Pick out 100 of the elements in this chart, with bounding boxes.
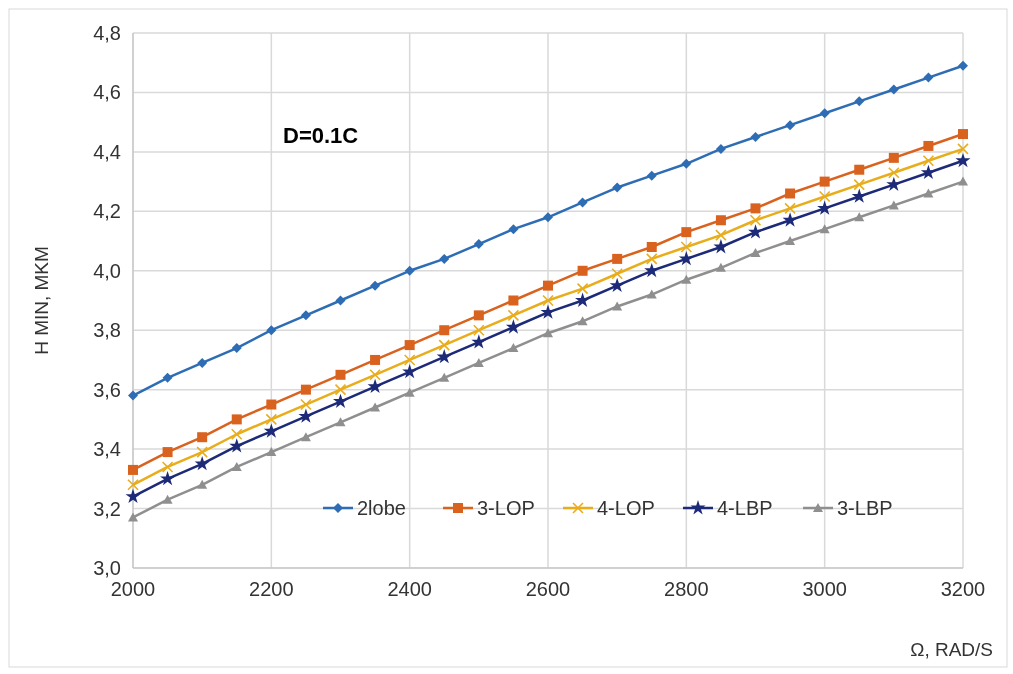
- point: [507, 309, 520, 322]
- point: [404, 340, 415, 351]
- point: [403, 354, 416, 366]
- point: [888, 84, 899, 95]
- point: [162, 494, 173, 504]
- point: [471, 334, 487, 349]
- point: [577, 265, 588, 276]
- point: [300, 432, 311, 442]
- point: [646, 242, 657, 252]
- point: [543, 212, 553, 223]
- point: [508, 343, 519, 353]
- point: [923, 188, 934, 198]
- point: [577, 197, 588, 208]
- point: [785, 236, 796, 246]
- point: [369, 369, 381, 381]
- point: [266, 325, 277, 336]
- point: [197, 432, 208, 443]
- point: [819, 108, 830, 119]
- point: [715, 143, 726, 154]
- point: [577, 316, 588, 326]
- legend-label: 4-LOP: [597, 497, 655, 519]
- y-tick-label: 4,8: [93, 22, 121, 44]
- point: [335, 369, 346, 380]
- point: [888, 166, 900, 179]
- point: [300, 398, 312, 411]
- x-axis-title: Ω, RAD/S: [910, 639, 993, 660]
- y-axis-title: H MIN, MKM: [31, 246, 52, 355]
- point: [196, 446, 208, 458]
- point: [505, 319, 521, 334]
- point: [334, 383, 347, 396]
- point: [508, 295, 519, 306]
- point: [128, 390, 138, 401]
- legend-label: 2lobe: [357, 497, 406, 519]
- point: [332, 393, 349, 408]
- point: [612, 253, 623, 264]
- point: [923, 72, 934, 83]
- point: [229, 438, 245, 453]
- point: [681, 227, 692, 238]
- point: [955, 152, 971, 168]
- point: [194, 456, 210, 471]
- point: [125, 488, 141, 504]
- y-tick-label: 3,2: [93, 497, 121, 520]
- point: [298, 408, 314, 423]
- point: [958, 176, 968, 186]
- point: [197, 357, 208, 368]
- y-tick-label: 3,0: [93, 557, 121, 579]
- point: [266, 447, 277, 457]
- point: [854, 212, 865, 222]
- point: [750, 132, 761, 143]
- point: [370, 402, 381, 412]
- point: [540, 304, 556, 319]
- point: [785, 120, 796, 131]
- annotation: D=0.1C: [283, 123, 359, 148]
- point: [543, 328, 553, 338]
- x-tick-label: 2600: [525, 578, 571, 600]
- point: [818, 190, 831, 203]
- point: [819, 224, 830, 234]
- point: [300, 384, 311, 395]
- point: [230, 428, 243, 441]
- y-tick-label: 4,4: [93, 140, 121, 163]
- point: [162, 447, 173, 458]
- point: [782, 212, 798, 227]
- point: [370, 280, 381, 291]
- point: [473, 239, 484, 250]
- point: [231, 343, 242, 354]
- point: [854, 164, 865, 175]
- legend-label: 4-LBP: [717, 497, 773, 519]
- point: [231, 414, 242, 425]
- point: [575, 292, 591, 307]
- point: [231, 461, 242, 471]
- point: [266, 399, 277, 410]
- point: [854, 96, 865, 107]
- point: [543, 280, 553, 291]
- point: [715, 262, 726, 272]
- point: [609, 277, 625, 293]
- point: [958, 129, 968, 140]
- x-tick-label: 2200: [249, 578, 294, 600]
- point: [784, 202, 796, 215]
- point: [542, 294, 554, 307]
- point: [715, 215, 726, 226]
- point: [680, 241, 693, 253]
- legend-label: 3-LBP: [837, 497, 893, 519]
- x-tick-label: 2000: [110, 578, 156, 600]
- point: [853, 178, 866, 191]
- point: [508, 224, 519, 235]
- y-tick-label: 3,8: [93, 319, 121, 342]
- y-tick-label: 3,4: [93, 438, 121, 461]
- point: [128, 464, 138, 475]
- point: [576, 282, 589, 295]
- point: [161, 461, 174, 473]
- point: [265, 413, 278, 426]
- point: [127, 478, 139, 491]
- point: [646, 289, 657, 299]
- x-tick-label: 2800: [664, 578, 709, 600]
- point: [439, 253, 450, 264]
- point: [436, 349, 452, 364]
- point: [817, 200, 833, 215]
- point: [404, 265, 415, 276]
- point: [750, 247, 761, 257]
- point: [681, 158, 692, 169]
